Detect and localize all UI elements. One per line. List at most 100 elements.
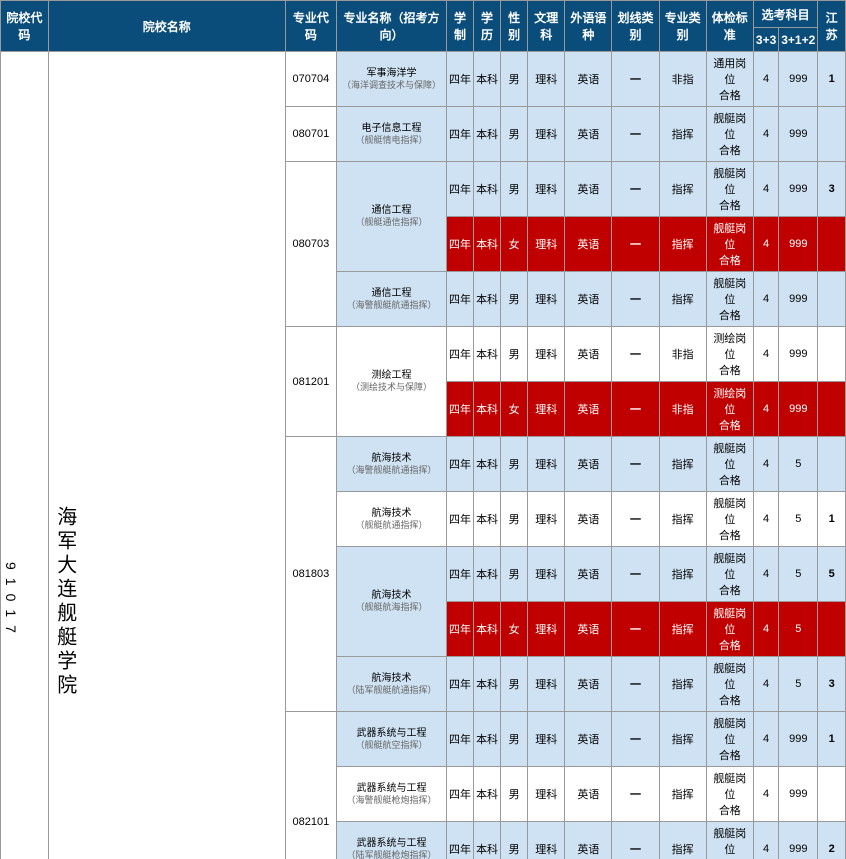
cell-type: 指挥 [659, 492, 706, 547]
cell-duration: 四年 [446, 492, 473, 547]
cell-type: 非指 [659, 52, 706, 107]
cell-line: 一 [612, 272, 659, 327]
cell-e33: 4 [753, 327, 778, 382]
cell-e33: 4 [753, 657, 778, 712]
cell-physical: 舰艇岗位合格 [706, 602, 753, 657]
cell-arts-sci: 理科 [528, 107, 565, 162]
school-name-cell: 海军大连舰艇学院 [48, 52, 285, 859]
cell-arts-sci: 理科 [528, 492, 565, 547]
cell-lang: 英语 [565, 382, 612, 437]
cell-jiangsu: 2 [818, 822, 846, 859]
cell-lang: 英语 [565, 492, 612, 547]
school-name: 海军大连舰艇学院 [51, 506, 80, 698]
cell-type: 非指 [659, 327, 706, 382]
cell-e312: 999 [779, 382, 818, 437]
major-name: 通信工程（海警舰艇航通指挥） [336, 272, 446, 327]
cell-jiangsu [818, 437, 846, 492]
th-school-name: 院校名称 [48, 1, 285, 52]
cell-e33: 4 [753, 162, 778, 217]
cell-duration: 四年 [446, 162, 473, 217]
cell-gender: 男 [501, 437, 528, 492]
cell-gender: 男 [501, 162, 528, 217]
cell-arts-sci: 理科 [528, 822, 565, 859]
cell-gender: 男 [501, 327, 528, 382]
major-name: 武器系统与工程（海警舰艇枪炮指挥） [336, 767, 446, 822]
cell-jiangsu [818, 217, 846, 272]
cell-jiangsu: 3 [818, 162, 846, 217]
cell-degree: 本科 [474, 547, 501, 602]
cell-degree: 本科 [474, 382, 501, 437]
cell-duration: 四年 [446, 767, 473, 822]
cell-line: 一 [612, 712, 659, 767]
cell-type: 指挥 [659, 657, 706, 712]
cell-physical: 舰艇岗位合格 [706, 822, 753, 859]
cell-line: 一 [612, 822, 659, 859]
cell-physical: 舰艇岗位合格 [706, 217, 753, 272]
cell-lang: 英语 [565, 162, 612, 217]
major-code: 081201 [285, 327, 336, 437]
table-header: 院校代码 院校名称 专业代码 专业名称（招考方向） 学制 学历 性别 文理科 外… [1, 1, 846, 52]
cell-gender: 男 [501, 547, 528, 602]
cell-duration: 四年 [446, 437, 473, 492]
cell-arts-sci: 理科 [528, 767, 565, 822]
th-elective-33: 3+3 [753, 28, 778, 52]
cell-physical: 舰艇岗位合格 [706, 162, 753, 217]
cell-e312: 999 [779, 52, 818, 107]
cell-type: 指挥 [659, 162, 706, 217]
cell-e33: 4 [753, 602, 778, 657]
cell-lang: 英语 [565, 602, 612, 657]
cell-arts-sci: 理科 [528, 437, 565, 492]
cell-jiangsu [818, 272, 846, 327]
cell-duration: 四年 [446, 657, 473, 712]
cell-jiangsu [818, 602, 846, 657]
cell-type: 指挥 [659, 217, 706, 272]
major-name: 航海技术（海警舰艇航通指挥） [336, 437, 446, 492]
cell-arts-sci: 理科 [528, 547, 565, 602]
cell-lang: 英语 [565, 437, 612, 492]
cell-arts-sci: 理科 [528, 162, 565, 217]
cell-arts-sci: 理科 [528, 602, 565, 657]
cell-type: 指挥 [659, 437, 706, 492]
cell-duration: 四年 [446, 822, 473, 859]
cell-line: 一 [612, 602, 659, 657]
cell-lang: 英语 [565, 327, 612, 382]
th-arts-sci: 文理科 [528, 1, 565, 52]
cell-duration: 四年 [446, 327, 473, 382]
cell-jiangsu [818, 382, 846, 437]
cell-lang: 英语 [565, 52, 612, 107]
cell-gender: 男 [501, 52, 528, 107]
cell-jiangsu: 1 [818, 52, 846, 107]
cell-degree: 本科 [474, 437, 501, 492]
cell-arts-sci: 理科 [528, 657, 565, 712]
cell-arts-sci: 理科 [528, 327, 565, 382]
cell-e33: 4 [753, 437, 778, 492]
cell-degree: 本科 [474, 272, 501, 327]
cell-physical: 测绘岗位合格 [706, 382, 753, 437]
cell-gender: 女 [501, 602, 528, 657]
cell-jiangsu [818, 767, 846, 822]
cell-gender: 男 [501, 712, 528, 767]
th-gender: 性别 [501, 1, 528, 52]
cell-lang: 英语 [565, 272, 612, 327]
cell-e312: 5 [779, 547, 818, 602]
cell-e312: 999 [779, 162, 818, 217]
major-code: 080703 [285, 162, 336, 327]
cell-e312: 5 [779, 657, 818, 712]
cell-e33: 4 [753, 492, 778, 547]
cell-lang: 英语 [565, 822, 612, 859]
major-name: 航海技术（舰艇航通指挥） [336, 492, 446, 547]
cell-physical: 舰艇岗位合格 [706, 767, 753, 822]
cell-degree: 本科 [474, 657, 501, 712]
cell-line: 一 [612, 52, 659, 107]
cell-physical: 测绘岗位合格 [706, 327, 753, 382]
cell-degree: 本科 [474, 712, 501, 767]
th-lang: 外语语种 [565, 1, 612, 52]
cell-physical: 舰艇岗位合格 [706, 657, 753, 712]
cell-e33: 4 [753, 767, 778, 822]
cell-physical: 舰艇岗位合格 [706, 712, 753, 767]
cell-duration: 四年 [446, 712, 473, 767]
th-school-code: 院校代码 [1, 1, 49, 52]
th-major-code: 专业代码 [285, 1, 336, 52]
school-code: 91017 [3, 562, 19, 641]
cell-e312: 999 [779, 107, 818, 162]
